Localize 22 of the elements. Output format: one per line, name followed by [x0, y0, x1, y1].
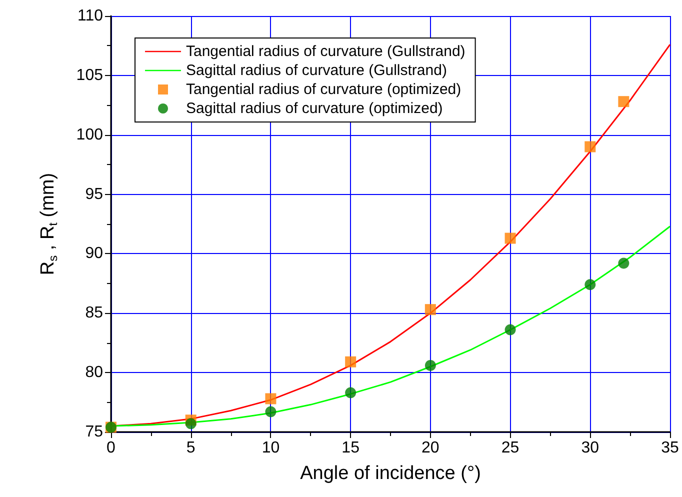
y-tick-label: 80: [85, 364, 104, 382]
x-axis-title: Angle of incidence (°): [300, 463, 481, 484]
y-tick-label: 100: [76, 126, 104, 144]
y-tick-label: 90: [85, 245, 104, 262]
y-tick-label: 85: [85, 304, 104, 322]
y-tick-label: 95: [85, 186, 104, 203]
x-tick-label: 15: [342, 440, 360, 456]
x-tick-label: 10: [262, 440, 280, 456]
x-tick-label: 25: [501, 440, 520, 456]
legend-label: Sagittal radius of curvature (optimized): [186, 100, 443, 117]
x-tick-label: 20: [422, 440, 440, 456]
legend-label: Tangential radius of curvature (optimized): [186, 81, 462, 98]
x-tick-label: 30: [581, 440, 600, 456]
y-tick-label: 110: [77, 8, 104, 24]
y-tick-label: 75: [85, 424, 104, 440]
y-tick-label: 105: [76, 66, 104, 84]
y-axis-title: Rs , Rt (mm): [38, 172, 60, 276]
x-tick-label: 0: [106, 440, 116, 456]
x-tick-label: 5: [186, 440, 196, 456]
legend-label: Sagittal radius of curvature (Gullstrand): [186, 62, 447, 79]
x-tick-label: 35: [661, 440, 679, 456]
legend-label: Tangential radius of curvature (Gullstrand): [186, 43, 466, 60]
